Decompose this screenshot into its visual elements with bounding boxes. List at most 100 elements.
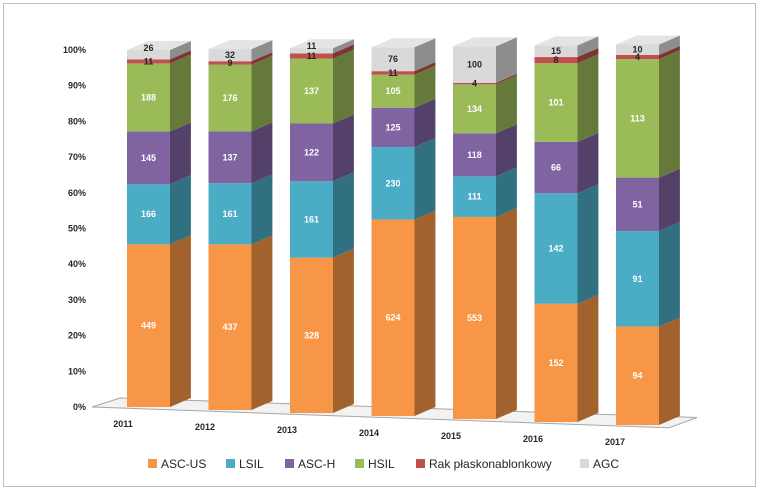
data-label: 32 <box>225 50 235 60</box>
bar-side-face <box>496 124 517 177</box>
bar-side-face <box>496 37 517 83</box>
bar-segment-agc <box>453 46 496 83</box>
bar-segment-hsil <box>208 64 252 132</box>
bar-segment-agc <box>127 50 170 60</box>
bar-segment-lsil <box>534 193 578 304</box>
x-tick-label: 2013 <box>277 425 297 435</box>
legend-swatch <box>148 459 157 468</box>
y-tick-label: 60% <box>68 188 86 198</box>
bar-segment-rak-p-askonablonkowy <box>290 53 333 59</box>
data-label: 15 <box>551 46 561 56</box>
bar-side-face <box>659 45 680 60</box>
bar-side-face <box>577 294 599 422</box>
data-label: 553 <box>467 313 482 323</box>
bar-segment-rak-p-askonablonkowy <box>371 71 415 75</box>
data-label: 142 <box>548 243 563 253</box>
bar-segment-agc <box>208 49 252 62</box>
data-label: 122 <box>304 147 319 157</box>
legend-label: LSIL <box>239 457 264 471</box>
y-tick-label: 100% <box>63 45 86 55</box>
bar-segment-lsil <box>453 176 496 217</box>
bar-segment-hsil <box>534 63 578 142</box>
bar-side-face <box>170 235 191 407</box>
bar-side-face <box>414 98 436 148</box>
data-label: 134 <box>467 104 482 114</box>
legend-swatch <box>416 459 425 468</box>
bar-top-face <box>290 39 354 49</box>
bar-segment-agc <box>534 45 578 58</box>
bar-side-face <box>496 167 517 217</box>
data-label: 437 <box>222 322 237 332</box>
data-label: 145 <box>141 153 156 163</box>
bar-segment-hsil <box>616 59 659 178</box>
data-label: 9 <box>227 58 232 68</box>
data-label: 152 <box>548 358 563 368</box>
bar-side-face <box>659 168 680 232</box>
bar-side-face <box>170 122 191 185</box>
data-label: 137 <box>304 86 319 96</box>
data-label: 94 <box>632 371 642 381</box>
bar-segment-rak-p-askonablonkowy <box>127 59 170 64</box>
bar-segment-hsil <box>371 74 415 108</box>
bar-side-face <box>251 55 273 132</box>
bar-side-face <box>333 49 354 124</box>
bar-side-face <box>333 39 354 54</box>
bar-side-face <box>659 317 680 425</box>
bar-side-face <box>659 35 680 55</box>
data-label: 26 <box>143 43 153 53</box>
bar-segment-lsil <box>208 183 252 245</box>
bar-side-face <box>333 114 354 182</box>
bar-side-face <box>577 54 599 142</box>
bar-side-face <box>170 54 191 132</box>
x-tick-label: 2014 <box>359 428 379 438</box>
bar-side-face <box>251 40 273 62</box>
x-tick-label: 2015 <box>441 431 461 441</box>
bar-segment-asc-us <box>534 303 578 422</box>
bar-side-face <box>170 175 191 245</box>
data-label: 449 <box>141 321 156 331</box>
data-label: 188 <box>141 92 156 102</box>
bar-side-face <box>333 172 354 258</box>
data-label: 91 <box>632 274 642 284</box>
data-label: 166 <box>141 209 156 219</box>
y-tick-label: 40% <box>68 259 86 269</box>
bar-segment-asc-us <box>290 257 333 413</box>
bar-side-face <box>251 235 273 410</box>
data-label: 66 <box>551 163 561 173</box>
bar-side-face <box>333 248 354 413</box>
bar-segment-asc-h <box>127 131 170 185</box>
bar-segment-rak-p-askonablonkowy <box>534 57 578 64</box>
legend-swatch <box>355 459 364 468</box>
y-tick-label: 30% <box>68 295 86 305</box>
bar-segment-asc-us <box>371 219 415 416</box>
bar-segment-asc-h <box>208 131 252 184</box>
data-label: 10 <box>632 45 642 55</box>
bar-top-face <box>127 41 191 50</box>
y-tick-label: 10% <box>68 366 86 376</box>
data-label: 101 <box>548 98 563 108</box>
bar-segment-hsil <box>127 63 170 132</box>
bar-segment-asc-us <box>616 326 659 425</box>
y-tick-label: 90% <box>68 81 86 91</box>
data-label: 11 <box>307 51 317 61</box>
bar-segment-asc-h <box>534 141 578 194</box>
data-label: 118 <box>467 150 482 160</box>
x-tick-label: 2016 <box>523 434 543 444</box>
bar-segment-lsil <box>290 181 333 258</box>
legend-label: Rak płaskonablonkowy <box>429 457 552 471</box>
bar-segment-asc-h <box>290 123 333 182</box>
y-tick-label: 20% <box>68 331 86 341</box>
legend-label: ASC-H <box>298 457 335 471</box>
data-label: 113 <box>630 113 645 123</box>
bar-side-face <box>496 207 517 419</box>
data-label: 161 <box>304 214 319 224</box>
bar-side-face <box>251 52 273 65</box>
bar-side-face <box>414 38 436 72</box>
bar-segment-hsil <box>290 58 333 124</box>
bar-segment-lsil <box>371 147 415 220</box>
bar-side-face <box>251 122 273 184</box>
bar-segment-asc-us <box>127 244 170 407</box>
bar-side-face <box>659 50 680 178</box>
data-label: 8 <box>553 55 558 65</box>
